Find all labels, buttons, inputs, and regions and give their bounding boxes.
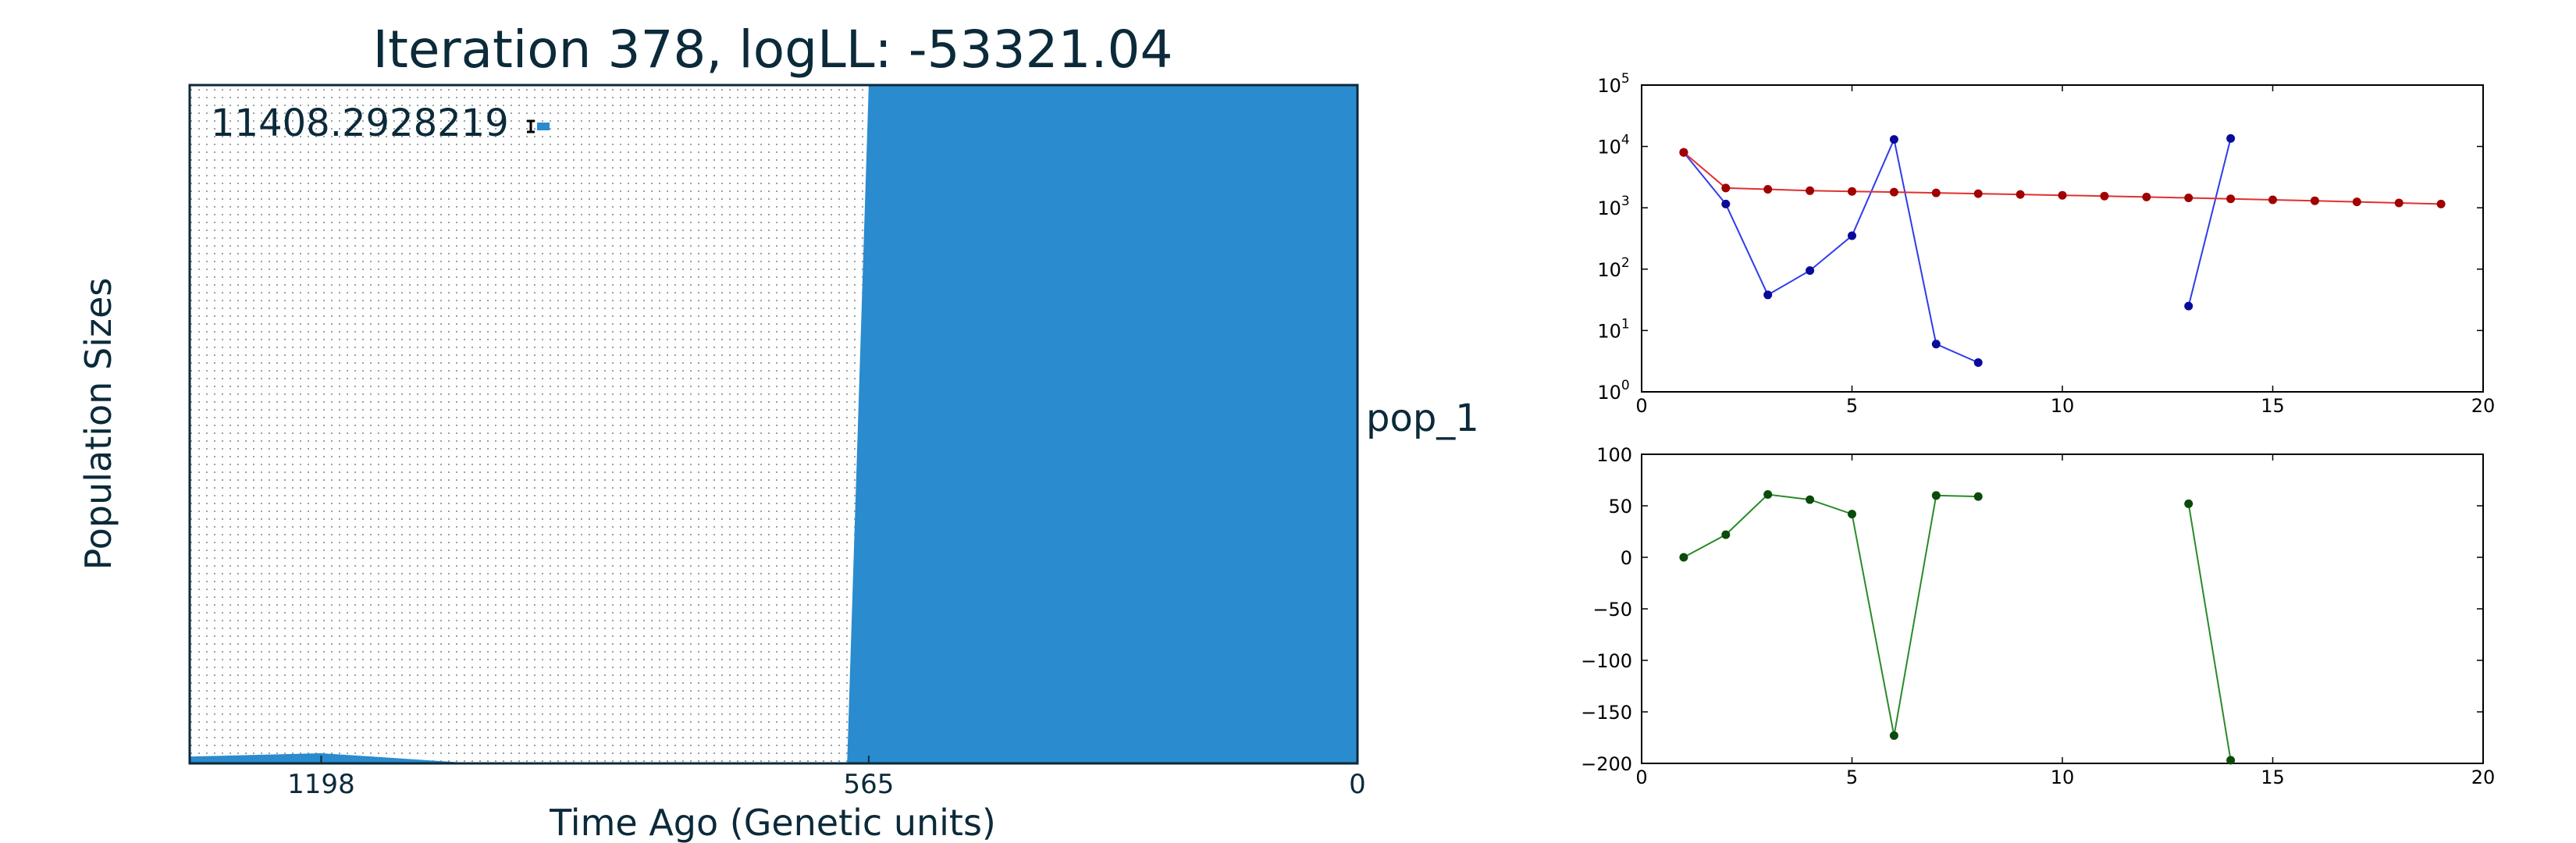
data-point <box>1679 148 1688 157</box>
data-point <box>2184 301 2194 311</box>
x-tick-label: 5 <box>1846 395 1858 417</box>
y-tick-label: 103 <box>1597 194 1629 219</box>
data-point <box>2394 198 2403 208</box>
top-axis-ticks: 0 5 10 15 20 100 101 102 103 104 105 <box>1597 71 2495 417</box>
main-plot-frame <box>188 84 1359 765</box>
data-point <box>1721 530 1731 539</box>
data-point <box>1806 186 1815 195</box>
data-point <box>1931 340 1941 349</box>
bottom-plot-frame <box>1641 454 2484 764</box>
top-series-group <box>1679 133 2446 367</box>
data-point <box>2100 191 2109 201</box>
data-point <box>1931 491 1941 500</box>
top-plot-frame <box>1641 84 2484 393</box>
x-tick-label: 15 <box>2261 395 2285 417</box>
y-tick-label: 100 <box>1597 378 1629 404</box>
x-tick-label: 20 <box>2471 395 2496 417</box>
data-point <box>2268 195 2277 205</box>
y-tick-label: −150 <box>1581 702 1632 724</box>
data-point <box>1763 185 1773 194</box>
data-point <box>1889 731 1898 740</box>
data-point <box>2352 197 2361 207</box>
series-line <box>2187 503 2232 761</box>
data-point <box>2226 133 2236 143</box>
scale-bar-icon <box>527 119 550 133</box>
series-line <box>1683 493 1979 736</box>
population-fill-area <box>190 85 1357 763</box>
y-tick-label: −200 <box>1581 753 1632 775</box>
data-point <box>2226 756 2236 765</box>
data-point <box>1763 490 1773 499</box>
data-point <box>2142 192 2151 201</box>
data-point <box>1806 495 1815 504</box>
data-point <box>2184 499 2194 508</box>
main-x-tick-label: 1198 <box>287 769 355 800</box>
main-chart: Iteration 378, logLL: -53321.04 11408.29… <box>77 20 1479 843</box>
y-tick-label: 100 <box>1596 444 1632 466</box>
main-chart-title: Iteration 378, logLL: -53321.04 <box>373 20 1173 80</box>
series-line <box>1683 137 1979 364</box>
data-point <box>1889 187 1898 197</box>
y-tick-label: 105 <box>1597 71 1629 97</box>
data-point <box>2184 194 2194 202</box>
data-point <box>1721 183 1731 193</box>
data-point <box>2310 196 2319 205</box>
data-point <box>1973 189 1983 198</box>
main-x-axis-label: Time Ago (Genetic units) <box>549 802 996 843</box>
main-y-axis-label: Population Sizes <box>77 278 119 571</box>
x-tick-label: 20 <box>2471 767 2496 788</box>
series-line <box>2187 138 2232 307</box>
top-right-chart: 0 5 10 15 20 100 101 102 103 104 105 <box>1597 71 2495 417</box>
x-tick-label: 5 <box>1846 767 1858 788</box>
y-tick-label: −50 <box>1592 599 1632 621</box>
y-tick-label: 101 <box>1597 316 1629 342</box>
main-x-tick-label: 565 <box>843 769 894 800</box>
y-tick-label: 0 <box>1621 547 1632 569</box>
main-x-ticks: 1198 565 0 <box>287 756 1366 800</box>
y-tick-label: 102 <box>1597 255 1629 281</box>
bottom-axis-ticks: 0 5 10 15 20 100 50 0 −50 −100 −150 −200 <box>1581 444 2495 788</box>
data-point <box>1848 510 1856 519</box>
data-point <box>1806 266 1815 276</box>
x-tick-label: 10 <box>2051 395 2075 417</box>
data-point <box>1931 188 1941 197</box>
x-tick-label: 10 <box>2051 767 2075 788</box>
data-point <box>1973 492 1983 501</box>
data-point <box>2436 199 2446 208</box>
y-tick-label: 104 <box>1597 133 1629 158</box>
data-point <box>2058 190 2067 200</box>
bottom-series-group <box>1679 490 2236 765</box>
bottom-right-chart: 0 5 10 15 20 100 50 0 −50 −100 −150 −200 <box>1581 444 2495 788</box>
x-tick-label: 0 <box>1635 767 1647 788</box>
data-point <box>2016 190 2025 199</box>
data-point <box>1973 358 1983 367</box>
population-label: pop_1 <box>1366 397 1479 440</box>
data-point <box>1848 187 1856 196</box>
y-tick-label: −100 <box>1581 650 1632 672</box>
x-tick-label: 0 <box>1635 395 1647 417</box>
x-tick-label: 15 <box>2261 767 2285 788</box>
data-point <box>1763 290 1773 300</box>
scale-bar-label: 11408.2928219 <box>211 101 509 145</box>
data-point <box>2226 194 2236 204</box>
y-tick-label: 50 <box>1608 496 1632 518</box>
main-x-tick-label: 0 <box>1349 769 1366 800</box>
data-point <box>1848 231 1856 240</box>
data-point <box>1889 135 1898 144</box>
data-point <box>1721 199 1731 208</box>
data-point <box>1679 553 1688 562</box>
